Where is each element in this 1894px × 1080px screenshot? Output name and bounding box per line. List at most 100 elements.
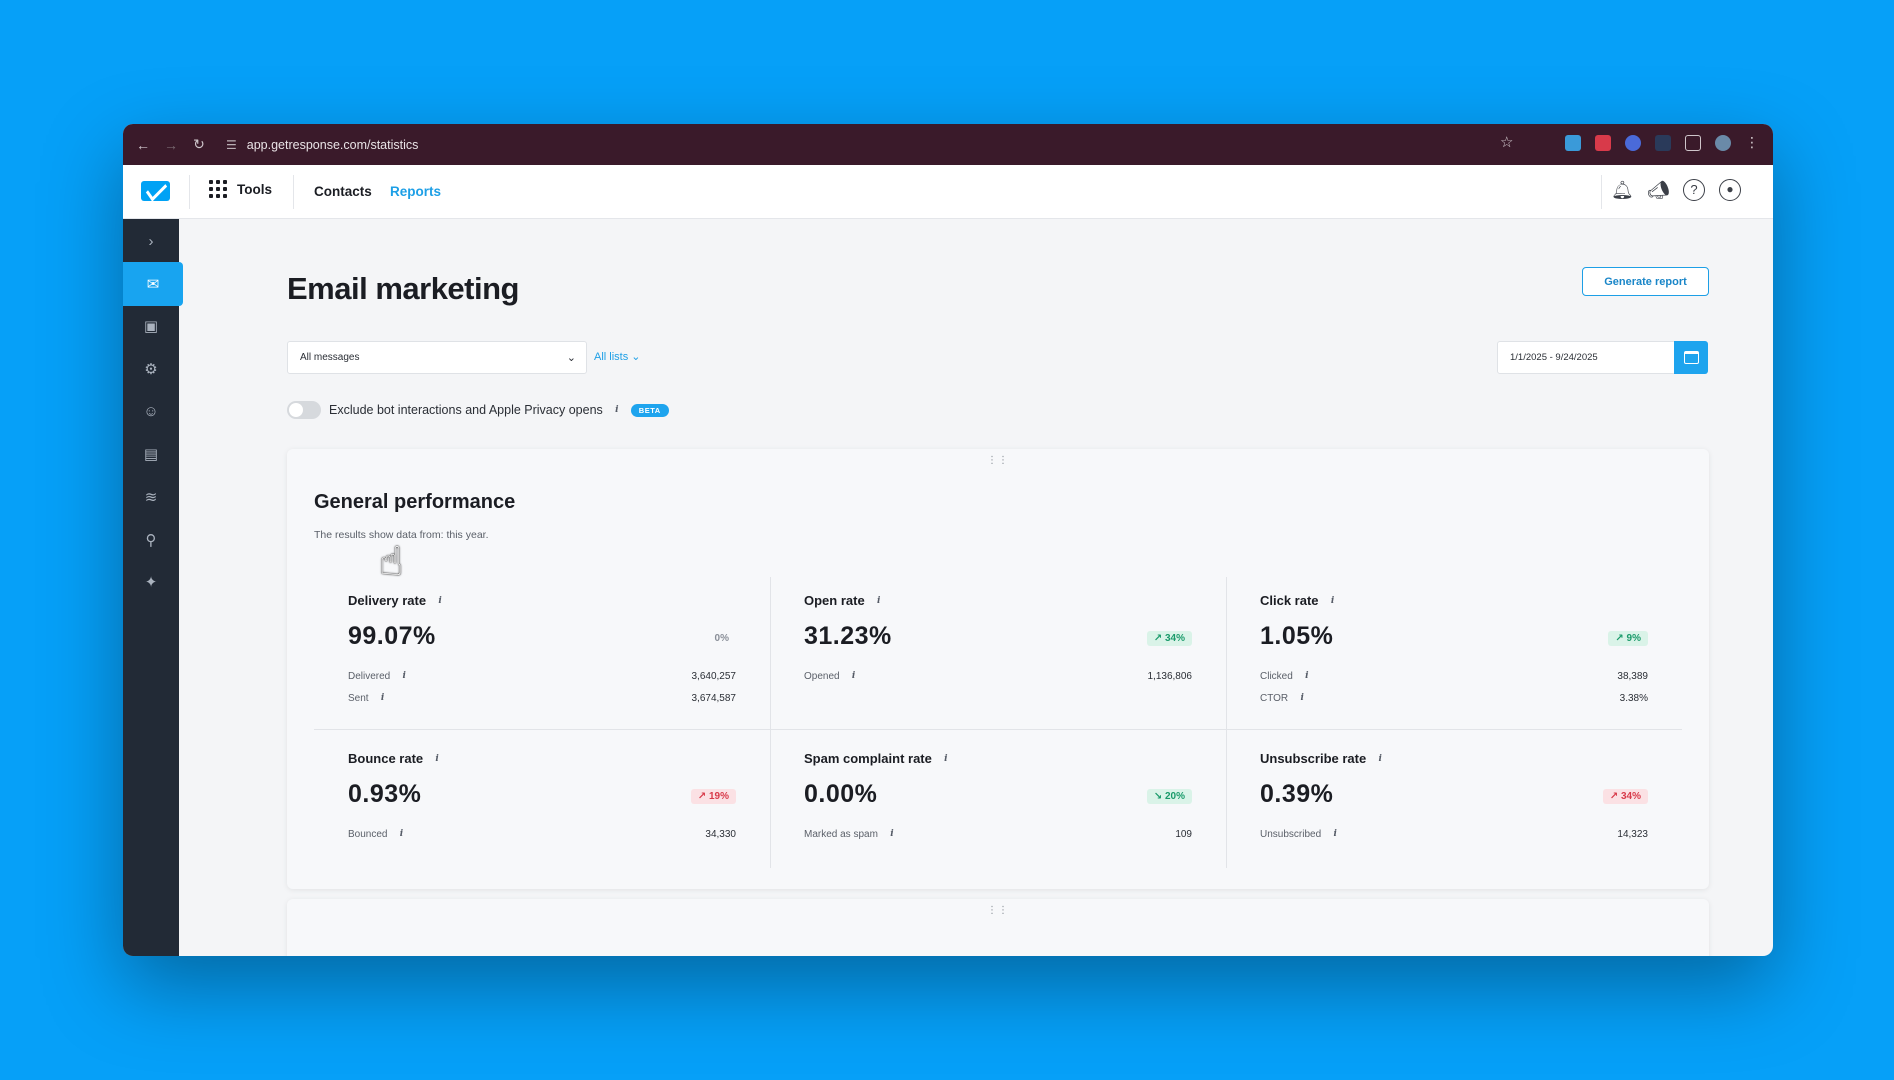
info-icon[interactable]: i	[1378, 753, 1382, 764]
metric-click-rate: Click rate i 1.05% ↗ 9% Clicked i 38,389 CT…	[1226, 593, 1682, 709]
drag-handle-icon[interactable]: ⋮⋮	[987, 905, 1009, 916]
metric-row: Clicked i 38,389	[1260, 665, 1648, 687]
calendar-icon	[1683, 351, 1699, 364]
info-icon[interactable]: i	[1305, 671, 1309, 681]
nav-contacts[interactable]: Contacts	[314, 184, 372, 199]
bell-icon[interactable]: 🔔︎	[1611, 180, 1634, 200]
divider	[770, 577, 771, 868]
row-value: 38,389	[1617, 670, 1648, 682]
row-value: 34,330	[705, 828, 736, 840]
metric-value: 99.07%	[348, 622, 436, 650]
divider	[1226, 577, 1227, 868]
getresponse-logo[interactable]	[141, 181, 170, 201]
trend-badge: ↗ 19%	[690, 789, 736, 804]
card-title: General performance	[314, 491, 516, 513]
info-icon[interactable]: i	[890, 829, 894, 839]
extension-icon[interactable]	[1625, 134, 1641, 151]
metric-label-text: Unsubscribe rate	[1260, 751, 1367, 766]
metric-label: Bounce rate i	[348, 751, 736, 766]
drag-handle-icon[interactable]: ⋮⋮	[987, 455, 1009, 466]
row-label: Bounced	[348, 828, 388, 840]
metric-value: 0.00%	[804, 780, 878, 808]
info-icon[interactable]: i	[876, 595, 881, 606]
metric-label: Spam complaint rate i	[804, 751, 1192, 766]
help-icon[interactable]: ?	[1683, 179, 1705, 201]
messages-select[interactable]: All messages ⌄	[287, 341, 587, 374]
row-value: 3,640,257	[691, 670, 737, 682]
tools-label: Tools	[237, 181, 272, 197]
account-icon[interactable]: ●	[1719, 179, 1741, 201]
metric-value: 31.23%	[804, 622, 892, 650]
info-icon[interactable]: i	[851, 671, 856, 681]
card-subtitle: The results show data from: this year.	[314, 529, 489, 541]
automation-gear-icon[interactable]: ⚙	[144, 361, 158, 378]
metric-value: 1.05%	[1260, 622, 1334, 650]
row-label: Clicked	[1260, 670, 1293, 682]
megaphone-icon[interactable]: 📣︎	[1647, 180, 1670, 200]
email-icon[interactable]: ✉	[123, 262, 183, 306]
reload-icon[interactable]: ↻	[193, 136, 205, 152]
divider	[189, 175, 190, 209]
forward-icon[interactable]: →	[164, 136, 178, 153]
info-icon[interactable]: i	[402, 671, 406, 681]
metric-label: Open rate i	[804, 593, 1192, 608]
metric-row: CTOR i 3.38%	[1260, 687, 1648, 709]
site-settings-icon[interactable]: ☰	[226, 137, 237, 152]
more-menu-icon[interactable]: ⋮	[1745, 134, 1759, 150]
expand-sidebar-icon[interactable]: ›	[148, 232, 154, 250]
row-label: CTOR	[1260, 692, 1289, 704]
info-icon[interactable]: i	[1330, 595, 1335, 606]
info-icon[interactable]: i	[435, 753, 439, 764]
metric-label-text: Delivery rate	[348, 593, 427, 608]
info-icon[interactable]: i	[1300, 693, 1304, 703]
hand-pointer-cursor-icon: ☝	[379, 540, 404, 584]
all-lists-dropdown[interactable]: All lists ⌄	[594, 351, 641, 363]
metric-open-rate: Open rate i 31.23% ↗ 34% Opened i 1,136,806	[770, 593, 1226, 687]
page-title: Email marketing	[287, 271, 519, 306]
trend-badge: 0%	[714, 633, 729, 644]
info-icon[interactable]: i	[399, 829, 404, 839]
tools-menu[interactable]: Tools	[209, 180, 272, 198]
row-label: Delivered	[348, 670, 391, 682]
contacts-person-icon[interactable]: ☺	[143, 402, 159, 420]
next-card: ⋮⋮	[287, 899, 1709, 956]
row-label: Sent	[348, 692, 369, 704]
info-icon[interactable]: i	[615, 405, 619, 415]
magic-wand-icon[interactable]: ✦	[144, 574, 158, 591]
divider	[1601, 175, 1602, 209]
row-value: 3,674,587	[691, 692, 737, 704]
trend-badge: ↗ 9%	[1608, 631, 1648, 646]
calendar-button[interactable]	[1674, 341, 1708, 374]
address-bar[interactable]: ☰ app.getresponse.com/statistics	[226, 131, 1646, 158]
rss-icon[interactable]: ≋	[144, 489, 158, 506]
info-icon[interactable]: i	[438, 595, 442, 606]
exclude-bots-toggle[interactable]	[287, 401, 321, 419]
shopping-bag-icon[interactable]: ▤	[143, 446, 159, 463]
nav-reports[interactable]: Reports	[390, 184, 442, 199]
trend-badge: ↗ 34%	[1146, 631, 1192, 646]
generate-report-button[interactable]: Generate report	[1582, 267, 1709, 296]
metric-unsubscribe-rate: Unsubscribe rate i 0.39% ↗ 34% Unsubscrib…	[1226, 751, 1682, 845]
profile-avatar[interactable]	[1715, 134, 1731, 151]
apps-grid-icon	[209, 180, 227, 198]
general-performance-card: ⋮⋮ General performance The results show …	[287, 449, 1709, 889]
puzzle-icon[interactable]	[1685, 134, 1701, 151]
extension-icon[interactable]	[1565, 134, 1581, 151]
info-icon[interactable]: i	[944, 753, 948, 764]
metric-delivery-rate: Delivery rate i 99.07% 0% Delivered i 3,640…	[314, 593, 770, 709]
extension-icon[interactable]	[1655, 134, 1671, 151]
extension-icon[interactable]	[1595, 134, 1611, 151]
exclude-bots-row: Exclude bot interactions and Apple Priva…	[287, 401, 669, 419]
exclude-bots-label: Exclude bot interactions and Apple Priva…	[329, 403, 603, 417]
location-pin-icon[interactable]: ⚲	[145, 532, 157, 549]
back-icon[interactable]: ←	[136, 136, 150, 153]
date-range-field[interactable]: 1/1/2025 - 9/24/2025	[1497, 341, 1676, 374]
bookmark-star-icon[interactable]: ☆	[1500, 134, 1514, 151]
messages-select-value: All messages	[300, 352, 360, 363]
info-icon[interactable]: i	[380, 693, 385, 703]
info-icon[interactable]: i	[1333, 829, 1337, 839]
landing-page-icon[interactable]: ▣	[143, 318, 159, 335]
extensions-area: ⋮	[1565, 134, 1759, 151]
metric-row: Unsubscribed i 14,323	[1260, 823, 1648, 845]
row-value: 14,323	[1617, 828, 1648, 840]
